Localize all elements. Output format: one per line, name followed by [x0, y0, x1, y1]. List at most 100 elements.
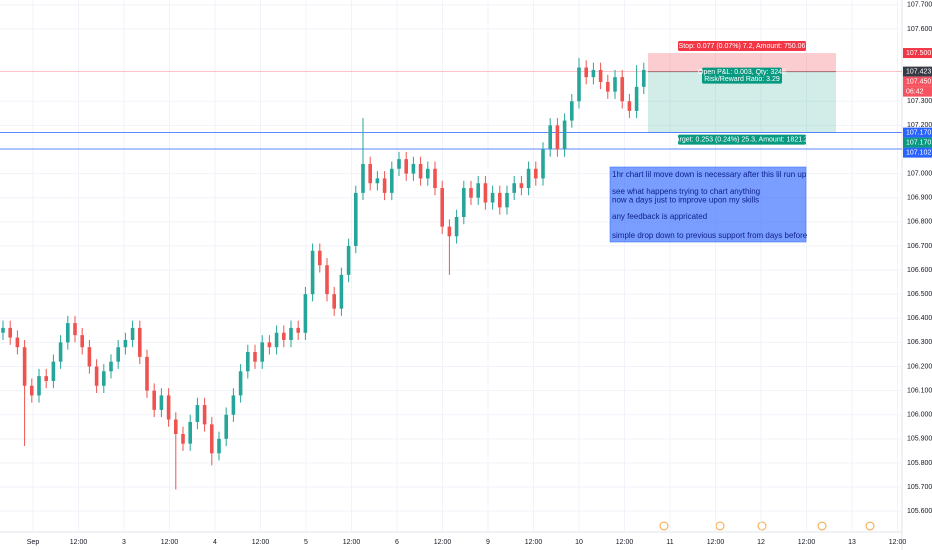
- event-icon: [659, 521, 669, 531]
- candle-body: [289, 327, 293, 340]
- event-icon: [865, 521, 875, 531]
- x-tick-label: 12:00: [161, 539, 179, 546]
- price-tag-label: 107.500: [906, 50, 931, 57]
- price-tag-label: 107.170: [906, 129, 931, 136]
- y-tick-label: 105.800: [907, 460, 932, 467]
- candle-body: [426, 168, 430, 179]
- candle-body: [1, 327, 5, 333]
- y-tick-label: 107.200: [907, 122, 932, 129]
- event-icon: [817, 521, 827, 531]
- candle-body: [541, 149, 545, 179]
- candle-body: [498, 192, 502, 208]
- candle-body: [166, 395, 171, 420]
- candle-body: [30, 385, 34, 396]
- candle-body: [80, 335, 84, 348]
- candle-body: [555, 125, 560, 150]
- candle-body: [303, 294, 308, 333]
- candle-body: [469, 188, 473, 198]
- candle-body: [526, 168, 531, 189]
- x-tick-label: 10: [575, 539, 583, 546]
- candle-body: [267, 342, 272, 348]
- candle-body: [325, 265, 329, 295]
- candle-body: [375, 178, 380, 184]
- pnl-label-box: [702, 67, 782, 84]
- stop-label-box: [678, 41, 806, 52]
- candle-body: [490, 192, 495, 203]
- price-tag: [903, 48, 932, 59]
- y-tick-label: 106.800: [907, 219, 932, 226]
- candle-body: [202, 405, 207, 425]
- note-line: see what happens trying to chart anythin…: [612, 187, 760, 196]
- x-tick-label: 12: [757, 539, 765, 546]
- candle-body: [462, 188, 466, 217]
- candle-body: [519, 183, 524, 189]
- candle-body: [51, 361, 56, 381]
- note-box: [609, 166, 807, 243]
- candle-body: [188, 421, 192, 444]
- price-tag: [903, 127, 932, 138]
- countdown: 06:42: [906, 88, 924, 95]
- candle-body: [404, 159, 408, 174]
- y-tick-label: 107.000: [907, 170, 932, 177]
- x-tick-label: 11: [666, 539, 673, 546]
- candle-body: [332, 294, 336, 309]
- candle-body: [210, 424, 214, 454]
- candle-body: [58, 342, 63, 362]
- y-tick-label: 106.300: [907, 339, 932, 346]
- price-tag: [903, 76, 932, 87]
- candle-body: [411, 163, 416, 174]
- y-tick-label: 107.700: [907, 2, 932, 9]
- x-tick-label: Sep: [27, 539, 40, 546]
- countdown-box: [903, 86, 932, 97]
- price-tag-label: 107.450: [906, 78, 931, 85]
- x-tick-label: 12:00: [70, 539, 88, 546]
- candle-body: [66, 323, 70, 343]
- candle-body: [361, 163, 365, 193]
- target-label: Target: 0.253 (0.24%) 25.3, Amount: 1821…: [672, 136, 812, 143]
- candle-body: [418, 163, 423, 179]
- x-tick-label: 12:00: [434, 539, 452, 546]
- candle-body: [224, 414, 228, 439]
- candle-body: [44, 376, 48, 381]
- y-tick-label: 106.400: [907, 315, 932, 322]
- candle-body: [22, 347, 27, 386]
- x-tick-label: 3: [122, 539, 126, 546]
- x-tick-label: 9: [486, 539, 490, 546]
- candle-body: [282, 332, 286, 340]
- candle-body: [174, 419, 178, 434]
- candle-body: [606, 81, 610, 92]
- candle-body: [447, 226, 452, 237]
- candle-body: [37, 376, 41, 396]
- note-line: 1hr chart lil move down is necessary aft…: [612, 170, 807, 179]
- candle-body: [123, 339, 128, 348]
- candle-body: [483, 183, 488, 203]
- candle-body: [512, 183, 516, 193]
- x-tick-label: 4: [213, 539, 217, 546]
- candle-body: [116, 347, 120, 362]
- candle-body: [534, 168, 538, 179]
- x-tick-label: 6: [395, 539, 399, 546]
- candle-body: [109, 361, 113, 372]
- price-tag-label: 107.170: [906, 139, 931, 146]
- candle-body: [318, 250, 322, 266]
- candle-body: [102, 371, 106, 386]
- candle-body: [310, 250, 315, 295]
- candle-body: [368, 163, 372, 184]
- x-tick-label: 12:00: [616, 539, 634, 546]
- candle-body: [634, 86, 639, 111]
- candle-body: [505, 192, 509, 208]
- candle-body: [577, 67, 581, 102]
- candle-body: [159, 395, 164, 410]
- candle-body: [642, 69, 646, 87]
- candle-body: [94, 366, 99, 386]
- candle-body: [390, 168, 394, 193]
- price-tag: [903, 137, 932, 148]
- candle-body: [613, 77, 617, 92]
- price-tag: [903, 66, 932, 77]
- x-tick-label: 12:00: [707, 539, 725, 546]
- y-tick-label: 106.200: [907, 363, 932, 370]
- candles: [1, 57, 646, 490]
- target-label-box: [678, 134, 806, 145]
- price-tag-label: 107.102: [906, 149, 931, 156]
